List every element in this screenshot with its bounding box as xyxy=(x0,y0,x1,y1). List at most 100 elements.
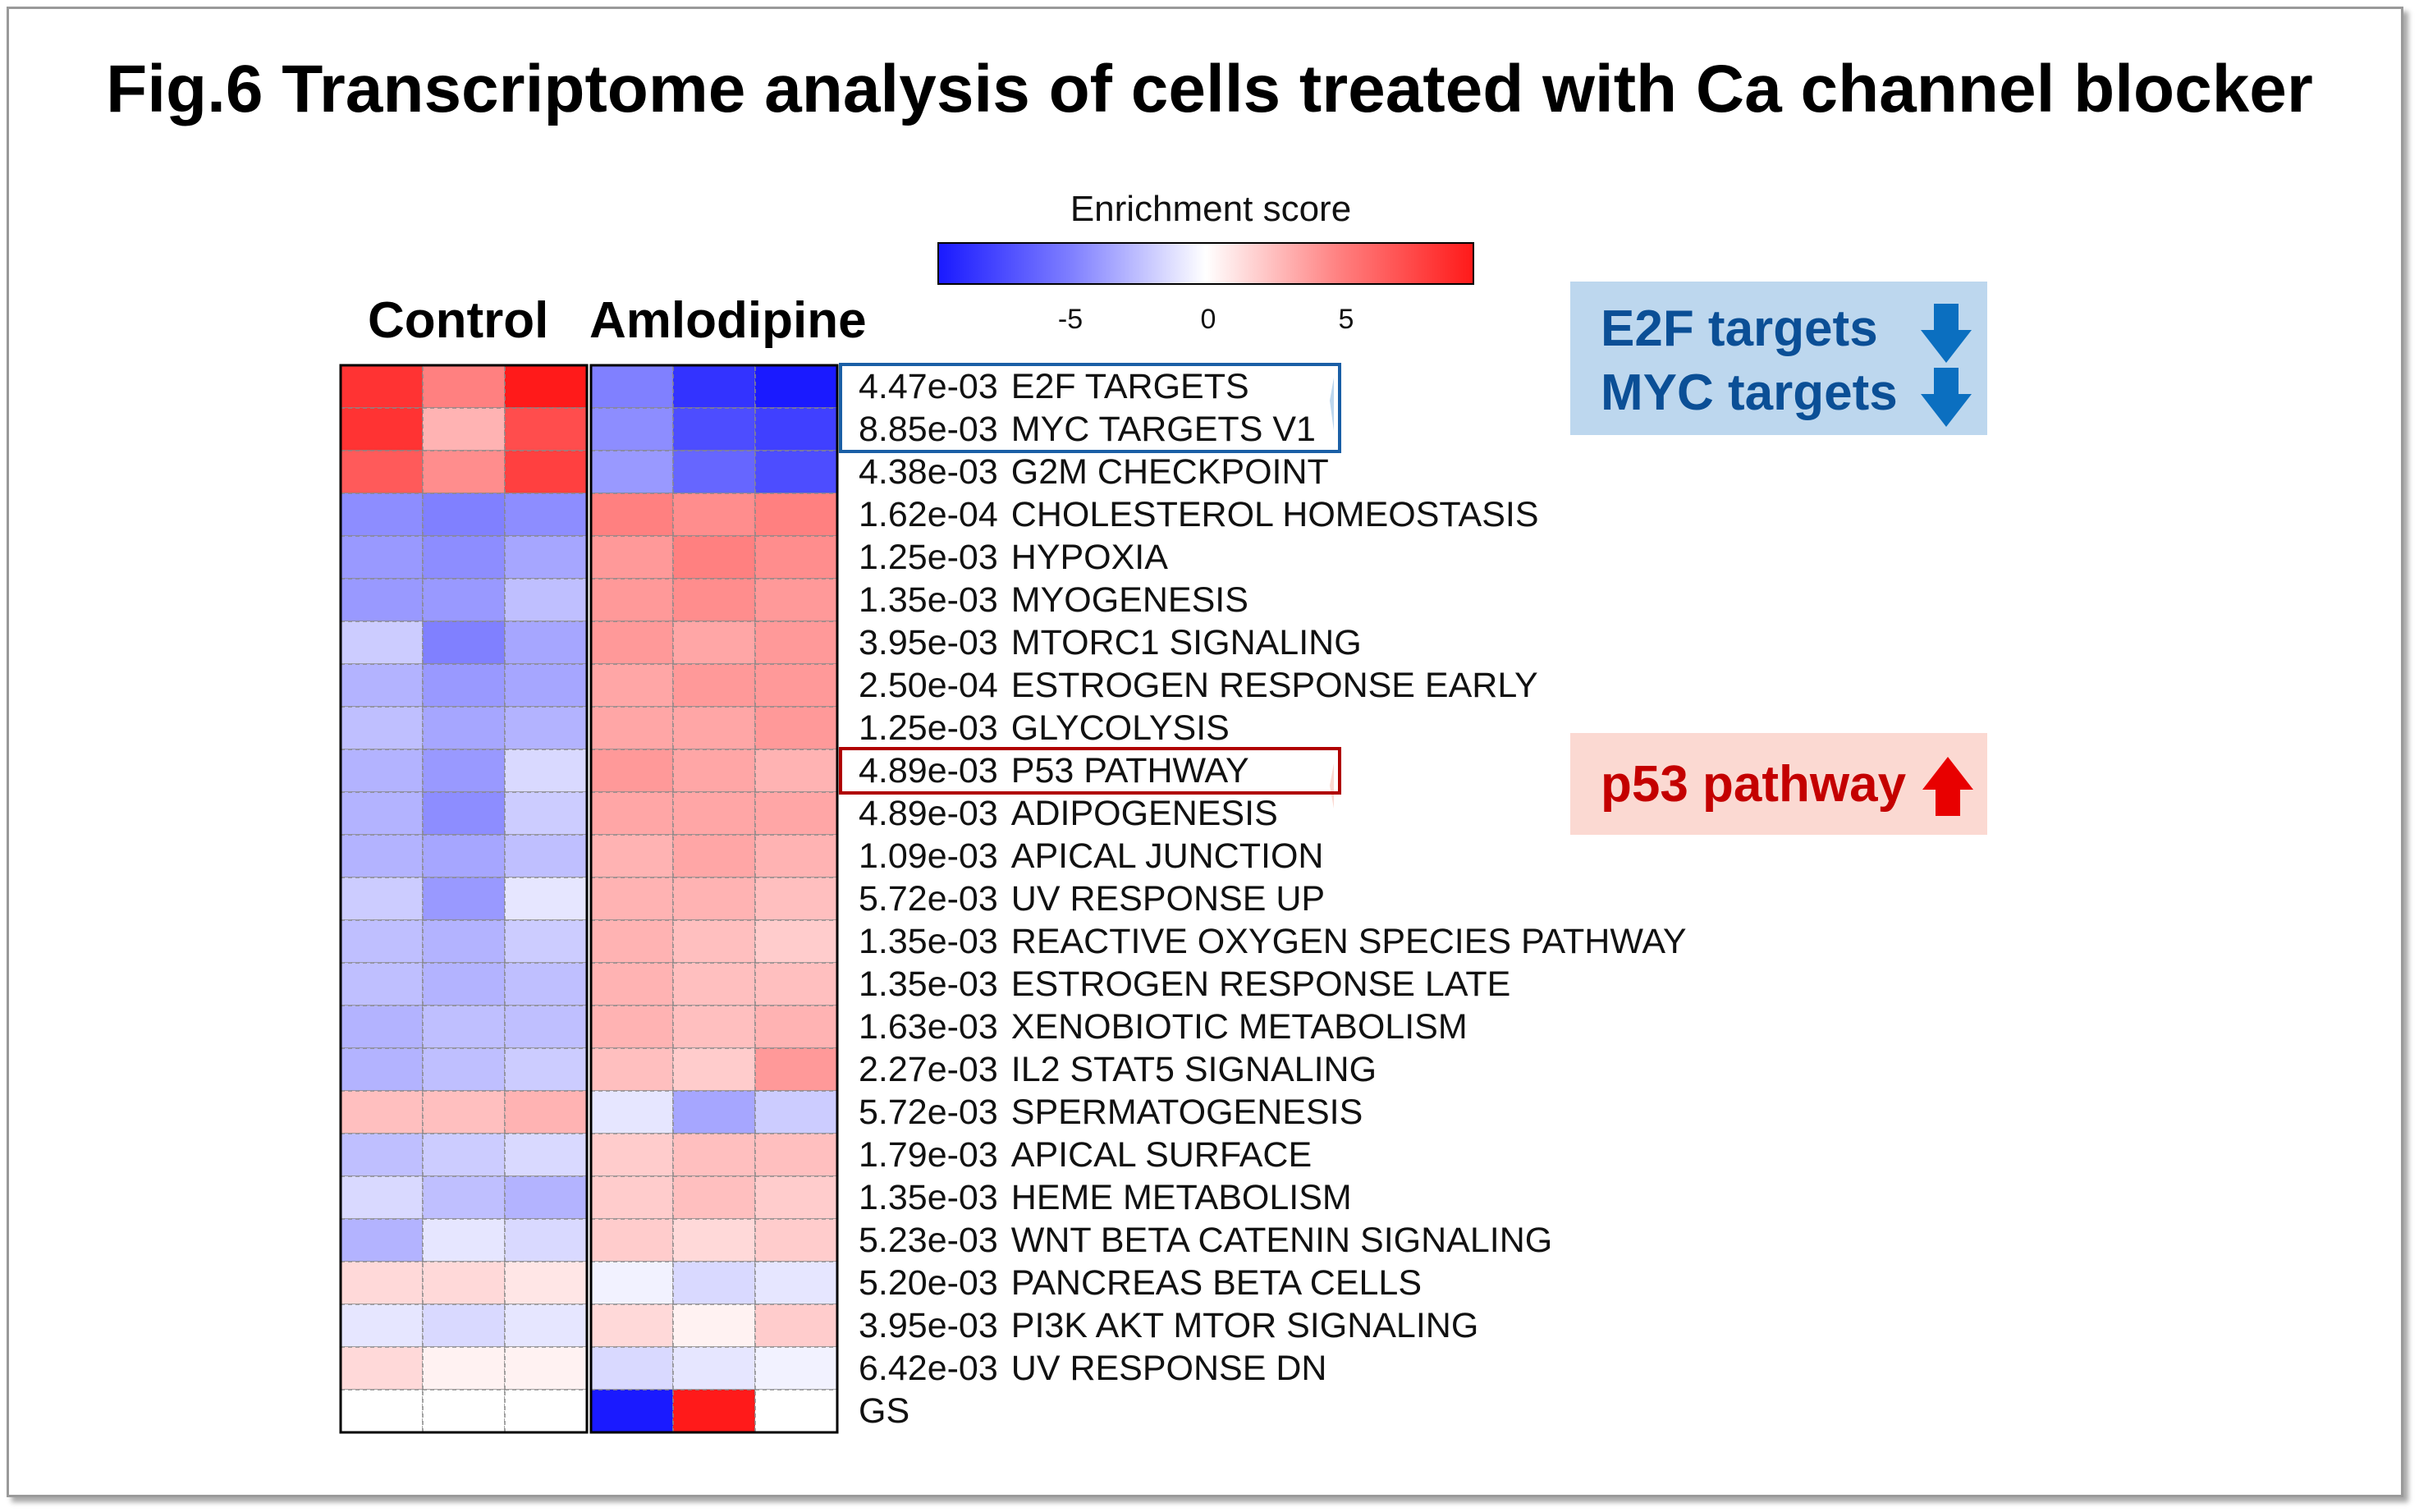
heatmap-cell xyxy=(754,706,838,750)
row-pvalue: 1.25e-03 xyxy=(859,708,998,748)
heatmap-cell xyxy=(590,791,674,836)
arrow-down-icon xyxy=(1921,368,1972,427)
row-pvalue: 6.42e-03 xyxy=(859,1349,998,1388)
row-name: MYC TARGETS V1 xyxy=(1010,410,1316,449)
heatmap-cell xyxy=(590,663,674,708)
heatmap-cell xyxy=(422,1090,506,1134)
row-pvalue: 5.72e-03 xyxy=(859,879,998,919)
heatmap-cell xyxy=(590,1218,674,1262)
colorbar-tick: -5 xyxy=(1057,304,1084,335)
heatmap-cell xyxy=(422,535,506,580)
heatmap-cell xyxy=(340,1005,424,1049)
row-label: 1.79e-03 APICAL SURFACE xyxy=(859,1134,1312,1176)
heatmap-cell xyxy=(422,621,506,665)
heatmap-cell xyxy=(590,834,674,878)
heatmap-cell xyxy=(504,535,588,580)
row-pvalue: 1.35e-03 xyxy=(859,1178,998,1217)
arrow-up-icon xyxy=(1922,757,1973,816)
heatmap-cell xyxy=(754,877,838,921)
heatmap-cell xyxy=(422,1261,506,1305)
row-label: 1.62e-04 CHOLESTEROL HOMEOSTASIS xyxy=(859,493,1539,536)
heatmap-cell xyxy=(422,1175,506,1220)
row-name: WNT BETA CATENIN SIGNALING xyxy=(1010,1221,1553,1260)
heatmap-cell xyxy=(504,1218,588,1262)
row-pvalue: 1.09e-03 xyxy=(859,836,998,876)
row-label: 1.35e-03 HEME METABOLISM xyxy=(859,1176,1352,1219)
row-pvalue: 4.38e-03 xyxy=(859,452,998,492)
row-pvalue: 2.50e-04 xyxy=(859,666,998,705)
heatmap-cell xyxy=(672,1005,756,1049)
heatmap-cell xyxy=(340,493,424,537)
heatmap-cell xyxy=(754,749,838,793)
row-pvalue: 3.95e-03 xyxy=(859,1306,998,1345)
heatmap-cell xyxy=(672,621,756,665)
row-label: 1.63e-03 XENOBIOTIC METABOLISM xyxy=(859,1006,1468,1048)
heatmap-cell xyxy=(422,919,506,964)
heatmap-cell xyxy=(504,1304,588,1348)
heatmap-cell xyxy=(340,621,424,665)
up-callout-line-1: p53 pathway xyxy=(1601,755,1906,813)
heatmap-cell xyxy=(504,578,588,622)
row-label: 8.85e-03 MYC TARGETS V1 xyxy=(859,408,1316,451)
heatmap-cell xyxy=(590,749,674,793)
row-label: 4.47e-03 E2F TARGETS xyxy=(859,365,1249,408)
row-name: APICAL JUNCTION xyxy=(1010,836,1324,876)
row-name: HEME METABOLISM xyxy=(1010,1178,1352,1217)
row-name: REACTIVE OXYGEN SPECIES PATHWAY xyxy=(1010,922,1687,961)
row-pvalue: 1.79e-03 xyxy=(859,1135,998,1175)
heatmap-cell xyxy=(504,1090,588,1134)
heatmap-cell xyxy=(590,962,674,1006)
heatmap-cell xyxy=(590,493,674,537)
heatmap-cell xyxy=(422,1047,506,1092)
group-label-amlodipine: Amlodipine xyxy=(589,292,867,349)
down-callout-line-2: MYC targets xyxy=(1601,364,1898,422)
heatmap-cell xyxy=(672,1047,756,1092)
heatmap-cell xyxy=(504,364,588,409)
colorbar-label: Enrichment score xyxy=(1070,189,1352,229)
heatmap-cell xyxy=(672,578,756,622)
heatmap-cell xyxy=(590,1047,674,1092)
row-pvalue: 1.63e-03 xyxy=(859,1007,998,1047)
group-label-control: Control xyxy=(368,292,549,349)
heatmap-cell xyxy=(422,1005,506,1049)
heatmap-cell xyxy=(340,749,424,793)
heatmap-cell xyxy=(422,706,506,750)
row-label: 6.42e-03 UV RESPONSE DN xyxy=(859,1347,1326,1390)
heatmap-cell xyxy=(340,919,424,964)
heatmap-cell xyxy=(754,450,838,494)
figure-title: Fig.6 Transcriptome analysis of cells tr… xyxy=(106,52,2313,126)
row-name: XENOBIOTIC METABOLISM xyxy=(1010,1007,1468,1047)
heatmap-cell xyxy=(422,407,506,451)
heatmap-cell xyxy=(422,962,506,1006)
heatmap-cell xyxy=(340,1389,424,1433)
heatmap-cell xyxy=(504,1005,588,1049)
row-name: MTORC1 SIGNALING xyxy=(1010,623,1362,662)
row-pvalue: 1.35e-03 xyxy=(859,964,998,1004)
down-callout-box xyxy=(1570,282,1987,435)
colorbar-tick: 5 xyxy=(1338,304,1354,335)
heatmap-cell xyxy=(340,663,424,708)
heatmap-cell xyxy=(504,1133,588,1177)
down-callout-text: E2F targets xyxy=(1601,300,1878,357)
heatmap-cell xyxy=(590,1346,674,1391)
heatmap-cell xyxy=(754,1261,838,1305)
row-name: HYPOXIA xyxy=(1010,538,1168,577)
heatmap-cell xyxy=(672,919,756,964)
heatmap-cell xyxy=(754,535,838,580)
heatmap-cell xyxy=(590,450,674,494)
heatmap-cell xyxy=(422,364,506,409)
down-callout-line-1: E2F targets xyxy=(1601,300,1878,358)
heatmap-cell xyxy=(590,1005,674,1049)
row-name: ESTROGEN RESPONSE LATE xyxy=(1010,964,1511,1004)
heatmap-cell xyxy=(422,877,506,921)
heatmap-cell xyxy=(590,578,674,622)
heatmap-cell xyxy=(590,1133,674,1177)
heatmap-cell xyxy=(340,1090,424,1134)
row-pvalue: 1.35e-03 xyxy=(859,580,998,620)
heatmap-cell xyxy=(672,1346,756,1391)
heatmap-cell xyxy=(422,493,506,537)
row-label: 1.35e-03 REACTIVE OXYGEN SPECIES PATHWAY xyxy=(859,920,1687,963)
heatmap-cell xyxy=(754,1175,838,1220)
heatmap-cell xyxy=(422,834,506,878)
heatmap-cell xyxy=(672,834,756,878)
